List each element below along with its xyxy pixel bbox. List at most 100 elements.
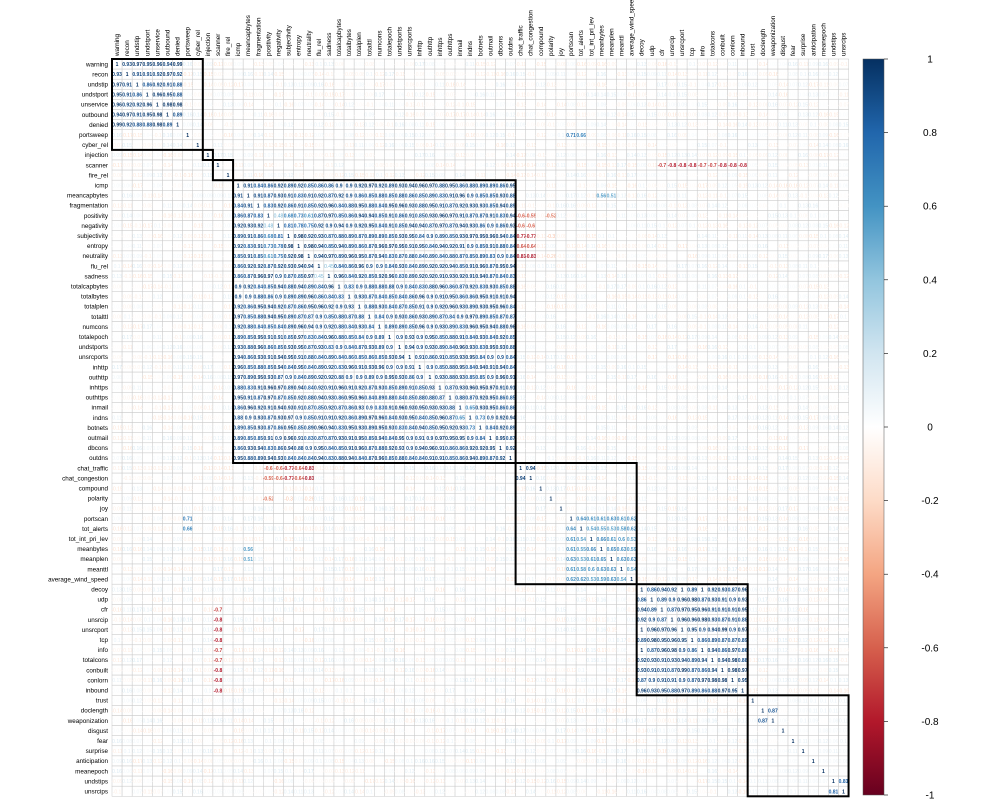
cell-value: 1 (297, 244, 300, 250)
cell-value: -0.04 (152, 375, 164, 381)
cell-value: 0.04 (586, 284, 596, 290)
cell-value: 0.03 (687, 102, 697, 108)
cell-value: 0.91 (415, 304, 425, 310)
cell-value: -0.04 (596, 304, 608, 310)
cell-value: 0.09 (596, 113, 606, 119)
cell-value: 0.16 (506, 72, 516, 78)
cell-value: 1 (358, 304, 361, 310)
cell-value: 0.87 (294, 315, 304, 321)
cell-value: -0.08 (676, 315, 688, 321)
cell-value: -0.07 (212, 72, 224, 78)
cell-value: 0.9 (457, 315, 464, 321)
cell-value: 1 (227, 173, 230, 179)
cell-value: 0 (509, 92, 512, 98)
cell-value: -0.08 (374, 123, 386, 129)
cell-value: -0.16 (686, 254, 698, 260)
cell-value: -0.02 (515, 183, 527, 189)
cell-value: -0.16 (727, 284, 739, 290)
cell-value: -0.14 (333, 102, 345, 108)
cell-value: 0.93 (314, 345, 324, 351)
cell-value: 0.84 (253, 325, 263, 331)
cell-value: 0.86 (395, 214, 405, 220)
cell-value: 0.96 (496, 375, 506, 381)
cell-value: 0 (782, 173, 785, 179)
cell-value: 1 (237, 183, 240, 189)
cell-value: 0.96 (112, 102, 122, 108)
cell-value: 0.89 (435, 234, 445, 240)
cell-value: -0.13 (202, 405, 214, 411)
cell-value: -0.02 (202, 143, 214, 149)
cell-value: -0.13 (818, 193, 830, 199)
cell-value: 0.9 (235, 284, 242, 290)
cell-value: 0.87 (486, 264, 496, 270)
cell-value: 0.98 (284, 244, 294, 250)
cell-value: 0.03 (798, 365, 808, 371)
cell-value: -0.09 (565, 304, 577, 310)
cell-value: -0.15 (172, 375, 184, 381)
cell-value: 0.86 (455, 294, 465, 300)
cell-value: 0.04 (566, 72, 576, 78)
cell-value: 0.85 (475, 244, 485, 250)
cell-value: -0.02 (666, 395, 678, 401)
cell-value: -0.13 (747, 224, 759, 230)
cell-value: -0.07 (495, 123, 507, 129)
cell-value: 0 (217, 123, 220, 129)
cell-value: 0.86 (405, 294, 415, 300)
cell-value: 0.08 (818, 395, 828, 401)
cell-value: 0.07 (516, 335, 526, 341)
cell-value: 0.92 (375, 274, 385, 280)
cell-value: 0.09 (546, 244, 556, 250)
cell-value: 0.96 (465, 325, 475, 331)
cell-value: 0.88 (334, 315, 344, 321)
cell-value: 0.08 (566, 153, 576, 159)
cell-value: -0.06 (152, 143, 164, 149)
cell-value: -0.11 (364, 173, 375, 179)
cell-value: 0.9 (416, 345, 423, 351)
cell-value: 0.88 (284, 284, 294, 290)
cell-value: 0.98 (173, 102, 183, 108)
cell-value: 0.1 (598, 234, 605, 240)
cell-value: 0.56 (596, 193, 606, 199)
cell-value: 0.84 (506, 365, 516, 371)
cell-value: -0.04 (697, 294, 709, 300)
cell-value: 0.85 (243, 315, 253, 321)
cell-value: 0.95 (415, 244, 425, 250)
cell-value: 0.01 (829, 214, 839, 220)
cell-value: -0.03 (767, 254, 779, 260)
cell-value: 0.86 (465, 294, 475, 300)
cell-value: -0.12 (374, 72, 386, 78)
cell-value: 0.87 (324, 193, 334, 199)
cell-value: 0.07 (274, 173, 284, 179)
cell-value: -0.15 (737, 183, 749, 189)
cell-value: 0.16 (556, 325, 566, 331)
cell-value: 0.88 (334, 325, 344, 331)
cell-value: 0.89 (304, 375, 314, 381)
cell-value: 0.16 (839, 143, 849, 149)
cell-value: 0.01 (647, 82, 657, 88)
cell-value: -0.14 (727, 325, 739, 331)
cell-value: 0.84 (364, 395, 374, 401)
cell-value: -0.04 (263, 102, 275, 108)
cell-value: 0.93 (506, 224, 516, 230)
cell-value: 0.96 (142, 102, 152, 108)
cell-value: 0.03 (637, 203, 647, 209)
cell-value: -0.1 (668, 62, 677, 68)
cell-value: 0.85 (395, 224, 405, 230)
cell-value: 0.84 (445, 315, 455, 321)
cell-value: 0.09 (647, 72, 657, 78)
cell-value: 0.9 (285, 375, 292, 381)
cell-value: -0.07 (727, 254, 739, 260)
cell-value: -0.09 (707, 183, 719, 189)
cell-value: 0.85 (385, 294, 395, 300)
cell-value: 0.96 (264, 385, 274, 391)
cell-value: 0.88 (496, 325, 506, 331)
cell-value: 0.07 (707, 385, 717, 391)
cell-value: 0.87 (364, 294, 374, 300)
cell-value: 0.9 (336, 345, 343, 351)
cell-value: 0.09 (697, 335, 707, 341)
cell-value: -0.09 (626, 284, 638, 290)
cell-value: 0.93 (455, 234, 465, 240)
cell-value: 0.94 (334, 224, 344, 230)
cell-value: 0.11 (819, 163, 829, 169)
cell-value: 0.92 (324, 375, 334, 381)
